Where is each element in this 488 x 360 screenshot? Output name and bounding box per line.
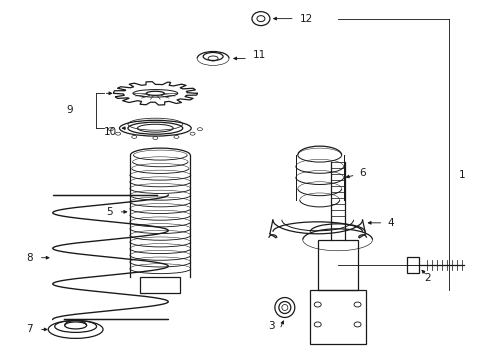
Text: 12: 12 [299, 14, 312, 24]
Text: 8: 8 [26, 253, 33, 263]
Bar [140, 276, 180, 293]
Bar [309, 289, 365, 345]
Text: 6: 6 [359, 168, 366, 178]
Text: 10: 10 [103, 127, 117, 137]
Text: 1: 1 [458, 170, 465, 180]
Text: 11: 11 [252, 50, 265, 60]
Text: 5: 5 [106, 207, 112, 217]
Bar [407, 257, 419, 273]
Bar [317, 240, 357, 289]
Text: 3: 3 [268, 321, 275, 332]
Text: 2: 2 [424, 273, 430, 283]
Text: 4: 4 [386, 218, 393, 228]
Text: 9: 9 [66, 105, 73, 115]
Text: 7: 7 [26, 324, 33, 334]
